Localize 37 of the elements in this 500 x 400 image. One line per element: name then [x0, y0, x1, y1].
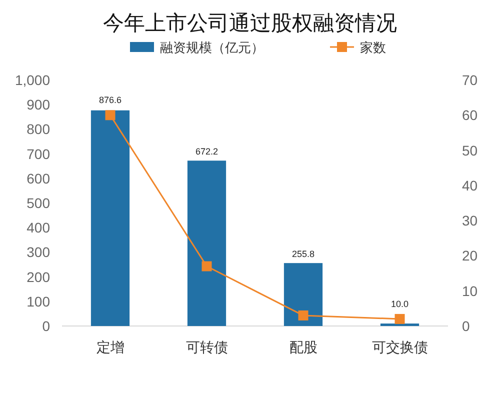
- y-tick-label: 1,000: [14, 72, 50, 88]
- y2-tick-label: 70: [462, 72, 478, 88]
- y-tick-label: 200: [26, 268, 50, 285]
- y-tick-label: 100: [26, 293, 50, 310]
- x-tick-label: 可转债: [186, 339, 228, 355]
- y2-tick-label: 50: [462, 142, 478, 158]
- y2-tick-label: 40: [462, 177, 478, 194]
- bar: [90, 110, 130, 326]
- legend-label: 家数: [360, 40, 386, 55]
- y-tick-label: 300: [26, 244, 50, 260]
- y2-tick-label: 10: [462, 282, 478, 299]
- x-tick-label: 可交换债: [372, 339, 428, 355]
- bar: [187, 160, 226, 326]
- y-tick-label: 400: [26, 220, 50, 236]
- y-tick-label: 700: [26, 146, 50, 162]
- x-tick-label: 定增: [96, 339, 124, 355]
- point: [202, 261, 212, 272]
- y2-tick-label: 30: [462, 212, 478, 229]
- y-tick-label: 800: [26, 121, 50, 138]
- y2-tick-label: 20: [462, 248, 478, 264]
- bar: [284, 263, 323, 326]
- y-tick-label: 900: [26, 96, 50, 113]
- x-tick-label: 配股: [289, 339, 318, 355]
- data-label: 255.8: [292, 249, 315, 260]
- y-tick-label: 600: [26, 170, 50, 186]
- legend-label: 融资规模（亿元）: [160, 40, 264, 55]
- y2-tick-label: 0: [462, 318, 470, 334]
- point: [394, 314, 405, 324]
- data-label: 672.2: [195, 146, 218, 157]
- data-label: 10.0: [390, 298, 409, 309]
- point: [298, 310, 308, 320]
- y-tick-label: 500: [26, 195, 50, 211]
- point: [105, 110, 116, 120]
- data-label: 876.6: [98, 95, 122, 106]
- chart-title: 今年上市公司通过股权融资情况: [103, 12, 397, 35]
- y-tick-label: 0: [42, 318, 50, 334]
- y2-tick-label: 60: [462, 107, 478, 124]
